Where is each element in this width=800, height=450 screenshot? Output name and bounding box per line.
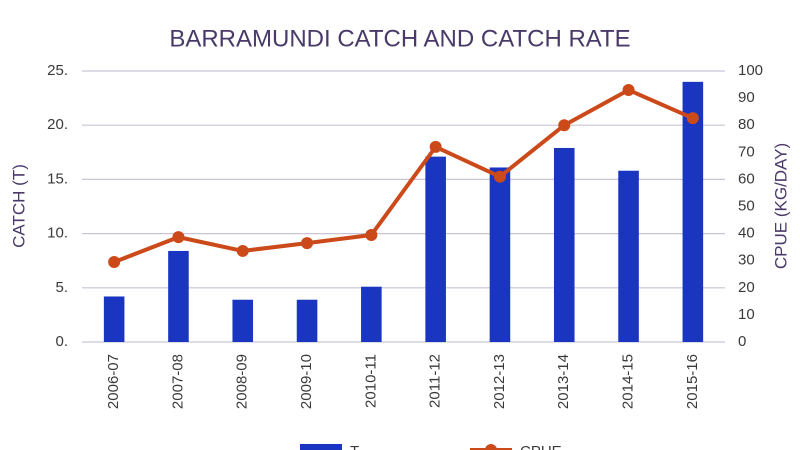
x-tick-label: 2009-10 — [298, 354, 315, 409]
y2-tick-label: 80 — [738, 116, 755, 133]
x-tick-label: 2007-08 — [169, 354, 186, 409]
x-tick-label: 2006-07 — [105, 354, 122, 409]
legend-label: T — [350, 443, 359, 450]
line-point — [558, 119, 571, 132]
line-point — [301, 237, 314, 250]
y-tick-label: 25. — [47, 62, 68, 79]
x-tick-label: 2014-15 — [620, 354, 637, 409]
line — [113, 87, 694, 264]
y-tick-label: 0. — [55, 333, 68, 350]
chart-title: BARRAMUNDI CATCH AND CATCH RATE — [169, 25, 630, 52]
y-tick-label: 5. — [55, 279, 68, 296]
legend-label: CPUE — [520, 443, 562, 450]
y-tick-label: 20. — [47, 116, 68, 133]
bar — [232, 299, 254, 342]
line-point — [236, 244, 249, 257]
y2-tick-label: 90 — [738, 89, 755, 106]
line-point — [365, 228, 378, 241]
bar — [489, 167, 511, 342]
y2-tick-label: 100 — [738, 62, 763, 79]
line-point — [108, 256, 121, 269]
bar — [361, 286, 382, 342]
bar — [553, 147, 575, 342]
line-point — [172, 231, 185, 244]
y2-tick-label: 20 — [738, 279, 755, 296]
x-tick-label: 2015-16 — [684, 354, 701, 409]
x-tick-label: 2012-13 — [491, 354, 508, 409]
x-tick-label: 2013-14 — [555, 354, 572, 409]
y2-tick-label: 10 — [738, 306, 755, 323]
bar — [425, 156, 446, 342]
y-axis-title: CATCH (T) — [9, 164, 28, 248]
y-tick-label: 15. — [47, 170, 68, 187]
y2-tick-label: 60 — [738, 170, 755, 187]
bar — [296, 299, 318, 342]
y2-tick-label: 0 — [738, 333, 746, 350]
legend-swatch — [300, 444, 342, 450]
bar — [103, 296, 125, 342]
y2-tick-label: 50 — [738, 197, 755, 214]
line-point — [493, 170, 506, 183]
x-tick-label: 2011-12 — [427, 354, 444, 408]
y2-axis-title: CPUE (KG/DAY) — [771, 143, 790, 269]
line-point — [622, 83, 635, 96]
bar — [618, 170, 639, 342]
legend-swatch — [485, 444, 497, 450]
x-tick-label: 2008-09 — [234, 354, 251, 409]
bar — [168, 250, 189, 342]
y-tick-label: 10. — [47, 225, 68, 242]
line-point — [686, 112, 699, 125]
y2-tick-label: 70 — [738, 143, 755, 160]
x-tick-label: 2010-11 — [362, 354, 379, 408]
y2-tick-label: 40 — [738, 225, 755, 242]
bar — [682, 81, 704, 342]
line-point — [429, 140, 442, 153]
y2-tick-label: 30 — [738, 252, 755, 269]
